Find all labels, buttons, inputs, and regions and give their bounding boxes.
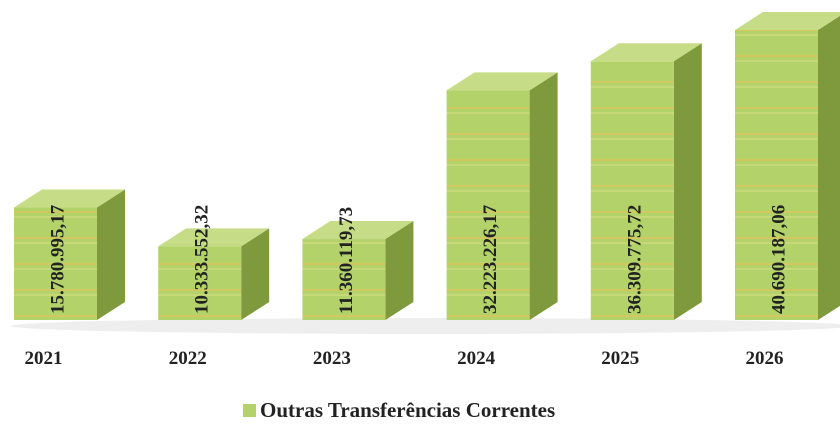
bar-top [735, 12, 840, 30]
bar [446, 90, 530, 321]
value-label: 36.309.775,72 [624, 205, 645, 314]
value-label: 11.360.119,73 [336, 207, 357, 314]
x-tick-label: 2021 [25, 348, 63, 369]
value-label: 32.223.226,17 [480, 204, 501, 314]
bar-top [590, 43, 702, 62]
bar-side [97, 189, 125, 320]
legend-swatch [243, 404, 256, 417]
floor-shadow [10, 318, 840, 334]
bar-side [818, 15, 840, 320]
bar [590, 61, 674, 321]
bar-3d [302, 221, 414, 320]
bar-side [385, 221, 414, 320]
bar-3d [735, 12, 840, 320]
bar [735, 30, 818, 320]
bar-top [302, 221, 414, 240]
bar-top [158, 228, 270, 247]
value-label: 40.690.187,06 [769, 205, 790, 314]
bar-side [673, 43, 702, 321]
bar-3d [158, 228, 270, 320]
x-tick-label: 2026 [746, 348, 784, 369]
bar-top [446, 72, 558, 91]
bar-top [14, 189, 125, 208]
x-tick-label: 2024 [457, 348, 496, 369]
x-tick-label: 2022 [169, 348, 207, 369]
value-label: 10.333.552,32 [192, 205, 213, 314]
x-tick-label: 2025 [601, 348, 639, 369]
value-label: 15.780.995,17 [48, 204, 69, 314]
x-tick-label: 2023 [313, 348, 351, 369]
bar-3d [14, 189, 125, 320]
legend-label: Outras Transferências Correntes [260, 398, 555, 422]
bar [158, 246, 242, 320]
bar-3d [590, 43, 702, 321]
bar [302, 239, 386, 320]
bar-side [241, 228, 270, 320]
bar-side [529, 72, 558, 321]
bar-3d [446, 72, 558, 321]
bar [14, 207, 97, 320]
